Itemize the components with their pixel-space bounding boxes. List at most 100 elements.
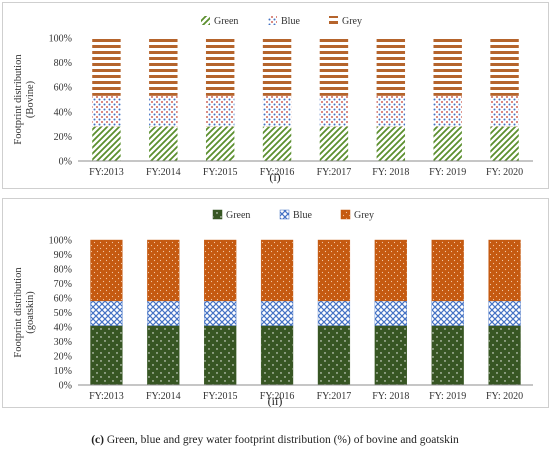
bar-segment-grey bbox=[149, 38, 178, 96]
bar-segment-grey bbox=[205, 38, 235, 96]
bar-segment-blue bbox=[317, 300, 351, 326]
panel-label: (ii) bbox=[268, 394, 283, 407]
y-tick-label: 30% bbox=[54, 337, 72, 348]
bar-segment-green bbox=[319, 126, 349, 161]
legend-label-green: Green bbox=[214, 16, 238, 27]
bar-segment-blue bbox=[374, 300, 407, 326]
bar-segment-grey bbox=[260, 239, 294, 302]
figure-caption: (c) Green, blue and grey water footprint… bbox=[0, 434, 550, 446]
bar-segment-grey bbox=[204, 239, 237, 302]
y-tick-label: 40% bbox=[54, 323, 72, 334]
legend-label-blue: Blue bbox=[281, 16, 300, 27]
legend-swatch-blue bbox=[279, 209, 290, 220]
legend-label-grey: Grey bbox=[354, 210, 374, 221]
legend-label-green: Green bbox=[226, 210, 250, 221]
bar-segment-green bbox=[433, 126, 462, 161]
x-tick-label: FY:2015 bbox=[203, 391, 238, 402]
bar-segment-blue bbox=[260, 300, 294, 326]
bovine-footprint-chart: Green Blue Grey 0% 20% 40% 60% 80% 100% Footprint… bbox=[13, 16, 533, 184]
x-tick-label: FY:2014 bbox=[146, 167, 181, 178]
x-tick-label: FY: 2020 bbox=[486, 391, 523, 402]
x-tick-label: FY: 2019 bbox=[429, 391, 466, 402]
bar-segment-blue bbox=[490, 95, 519, 127]
bar-segment-blue bbox=[92, 95, 121, 127]
bar-segment-grey bbox=[92, 38, 121, 96]
bar-segment-blue bbox=[431, 300, 464, 326]
goatskin-footprint-chart: Green Blue Grey 0% 10% 20% 30% 40% 50% 60% 70% 80% 9… bbox=[13, 209, 533, 408]
bar-segment-grey bbox=[488, 239, 521, 302]
y-tick-label: 0% bbox=[59, 381, 72, 392]
y-tick-label: 20% bbox=[54, 132, 72, 143]
x-tick-label: FY:2015 bbox=[203, 167, 238, 178]
y-tick-label: 100% bbox=[49, 236, 72, 247]
bar-segment-grey bbox=[433, 38, 462, 96]
y-axis-title: Footprint distribution(Bovine) bbox=[13, 54, 36, 145]
bar-segment-blue bbox=[149, 95, 178, 127]
x-tick-label: FY:2013 bbox=[89, 167, 124, 178]
bar-segment-green bbox=[431, 325, 464, 386]
y-tick-label: 90% bbox=[54, 250, 72, 261]
bar-segment-green bbox=[260, 325, 294, 386]
bar-segment-green bbox=[147, 325, 180, 386]
y-tick-label: 70% bbox=[54, 279, 72, 290]
x-tick-label: FY:2016 bbox=[260, 167, 295, 178]
x-tick-label: FY:2013 bbox=[89, 391, 124, 402]
legend-swatch-blue bbox=[268, 16, 277, 25]
x-tick-label: FY:2017 bbox=[317, 391, 352, 402]
legend: Green Blue Grey bbox=[212, 209, 374, 221]
y-tick-label: 10% bbox=[54, 366, 72, 377]
caption-text: Green, blue and grey water footprint dis… bbox=[103, 434, 459, 446]
legend: Green Blue Grey bbox=[201, 16, 362, 27]
bar-segment-grey bbox=[376, 38, 406, 96]
y-tick-label: 100% bbox=[49, 34, 72, 45]
legend-label-blue: Blue bbox=[293, 210, 312, 221]
legend-swatch-grey bbox=[329, 16, 338, 25]
legend-swatch-green bbox=[201, 16, 210, 25]
legend-swatch-green bbox=[212, 209, 223, 220]
bar-segment-green bbox=[490, 126, 519, 161]
y-tick-label: 60% bbox=[54, 83, 72, 94]
x-tick-label: FY: 2018 bbox=[372, 167, 409, 178]
y-tick-label: 40% bbox=[54, 107, 72, 118]
bar-segment-grey bbox=[262, 38, 292, 96]
bar-segment-green bbox=[317, 325, 351, 386]
bar-segment-blue bbox=[262, 95, 292, 127]
bar-segment-blue bbox=[147, 300, 180, 326]
bar-segment-blue bbox=[376, 95, 406, 127]
y-tick-label: 80% bbox=[54, 265, 72, 276]
legend-label-grey: Grey bbox=[342, 16, 362, 27]
x-tick-label: FY: 2019 bbox=[429, 167, 466, 178]
bar-segment-blue bbox=[488, 300, 521, 326]
bar-segment-green bbox=[205, 126, 235, 161]
bar-segment-blue bbox=[204, 300, 237, 326]
bar-segment-green bbox=[376, 126, 406, 161]
bar-segment-blue bbox=[433, 95, 462, 127]
y-tick-label: 20% bbox=[54, 352, 72, 363]
y-tick-label: 80% bbox=[54, 58, 72, 69]
x-tick-label: FY:2017 bbox=[317, 167, 352, 178]
bar-segment-blue bbox=[90, 300, 123, 326]
bar-segment-blue bbox=[205, 95, 235, 127]
bar-segment-grey bbox=[147, 239, 180, 302]
x-tick-label: FY:2016 bbox=[260, 391, 295, 402]
caption-prefix: (c) bbox=[91, 434, 104, 446]
bar-segment-grey bbox=[431, 239, 464, 302]
y-tick-label: 0% bbox=[59, 157, 72, 168]
x-tick-label: FY:2014 bbox=[146, 391, 181, 402]
chart-panel-goatskin: Green Blue Grey 0% 10% 20% 30% 40% 50% 60% 70% 80% 9… bbox=[2, 198, 549, 408]
bar-segment-green bbox=[149, 126, 178, 161]
panel-label: (i) bbox=[269, 170, 280, 184]
bar-segment-green bbox=[92, 126, 121, 161]
bar-segment-grey bbox=[490, 38, 519, 96]
bar-segment-grey bbox=[317, 239, 351, 302]
bar-segment-green bbox=[374, 325, 407, 386]
legend-swatch-grey bbox=[340, 209, 351, 220]
x-tick-label: FY: 2020 bbox=[486, 167, 523, 178]
bar-segment-green bbox=[262, 126, 292, 161]
chart-panel-bovine: Green Blue Grey 0% 20% 40% 60% 80% 100% Footprint… bbox=[2, 2, 549, 189]
y-tick-label: 60% bbox=[54, 294, 72, 305]
bar-segment-grey bbox=[90, 239, 123, 302]
bar-segment-green bbox=[90, 325, 123, 386]
y-axis-title: Footprint distribution(goatskin) bbox=[13, 267, 36, 358]
bar-segment-grey bbox=[374, 239, 407, 302]
